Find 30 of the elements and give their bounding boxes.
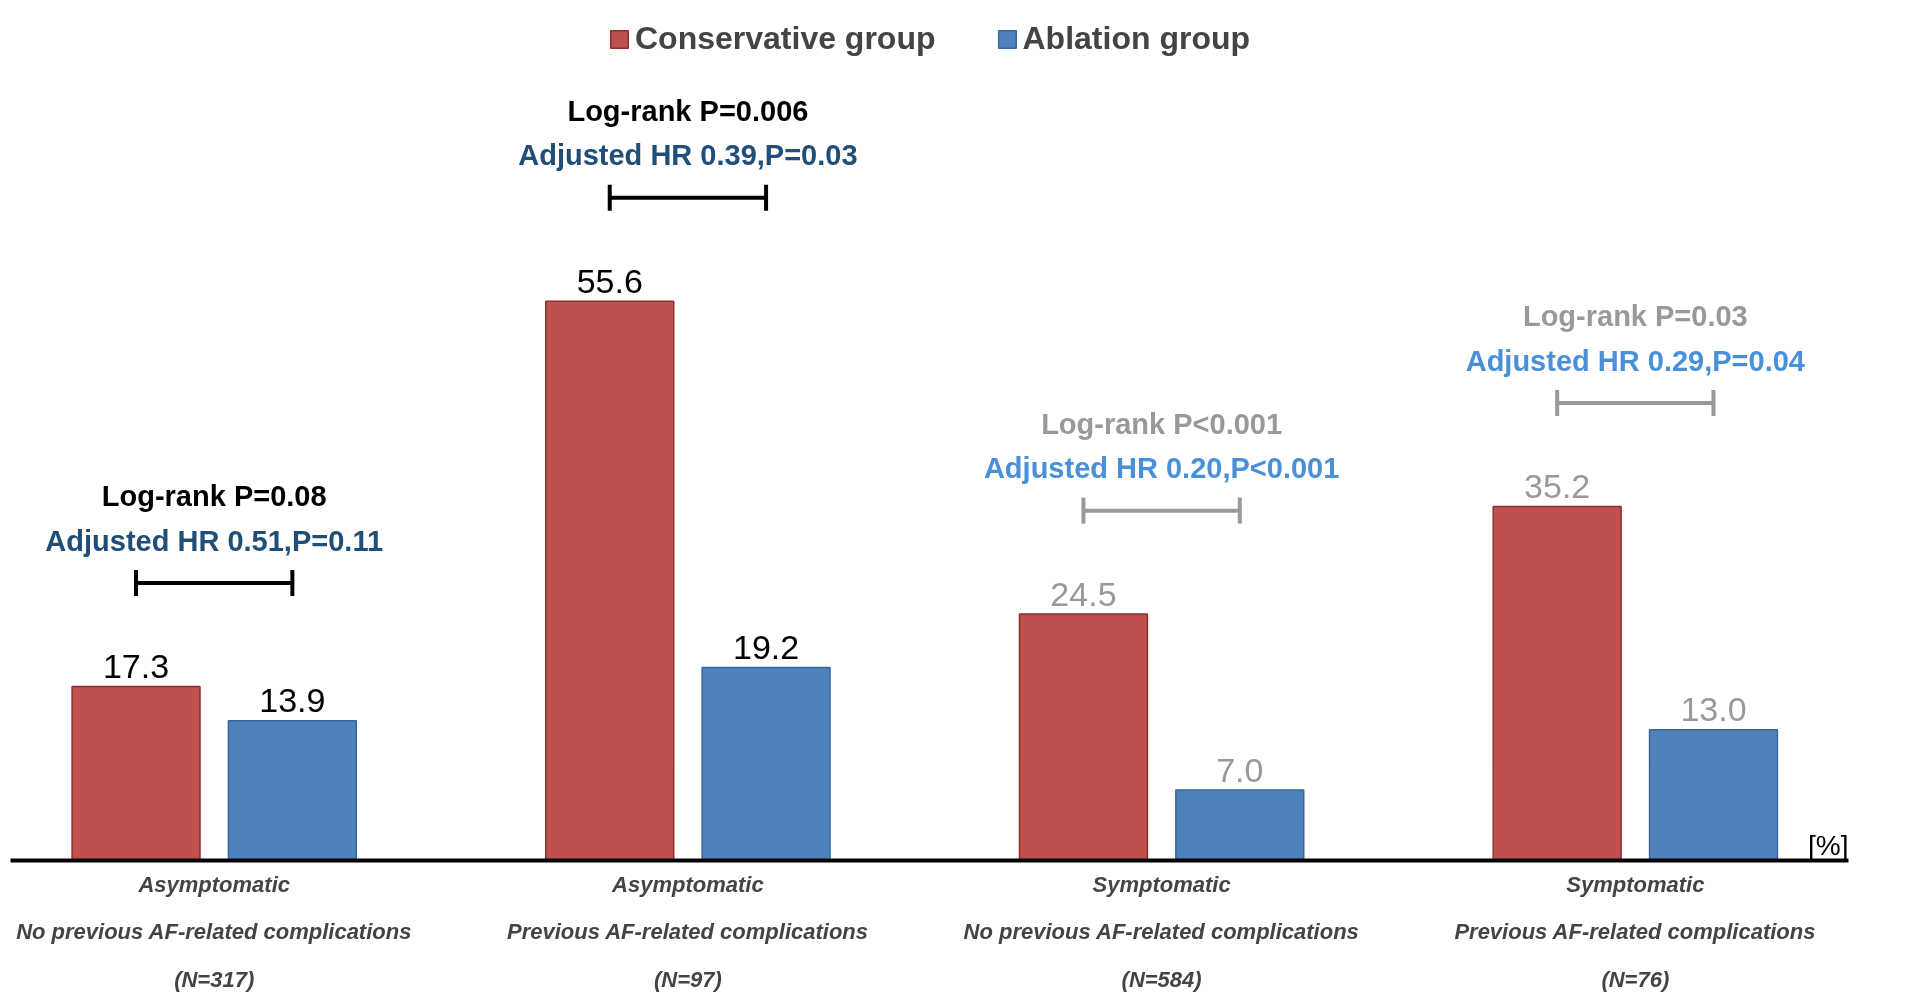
bar [701,666,831,861]
legend-label: Conservative group [634,20,936,57]
annotation: Adjusted HR 0.29,P=0.04 [1465,344,1805,377]
bar [227,719,358,861]
bar [1175,789,1305,861]
x-tick-label: Asymptomatic Previous AF-related complications (N=97) [506,871,869,992]
bar [545,300,675,861]
data-label: 13.0 [1680,690,1747,729]
data-label: 17.3 [102,647,170,686]
data-label: 19.2 [732,628,800,666]
bar [71,685,201,861]
x-tick-label: Symptomatic Previous AF-related complications (N=76) [1454,871,1816,992]
annotation: Adjusted HR 0.20,P<0.001 [983,452,1340,485]
legend-label: Ablation group [1022,20,1251,57]
x-tick-label: Asymptomatic No previous AF-related complications (N=317) [16,871,412,992]
annotation: Log-rank P=0.08 [101,480,327,513]
x-tick-label: Symptomatic No previous AF-related complications (N=584) [963,871,1359,992]
data-label: 55.6 [576,261,643,300]
bar [1018,613,1149,861]
data-label: 7.0 [1216,750,1264,789]
annotation: Log-rank P=0.03 [1522,300,1748,333]
bar [1492,505,1622,861]
bar [1648,729,1779,861]
text: Log-rank P=0.006 [567,95,809,128]
data-label: 24.5 [1050,574,1117,613]
data-label: 13.9 [259,681,326,720]
data-label: 35.2 [1524,467,1591,506]
annotation: Adjusted HR 0.51,P=0.11 [45,524,384,557]
annotation: Log-rank P<0.001 [1041,407,1283,440]
text: Adjusted HR 0.39,P=0.03 [518,139,858,172]
